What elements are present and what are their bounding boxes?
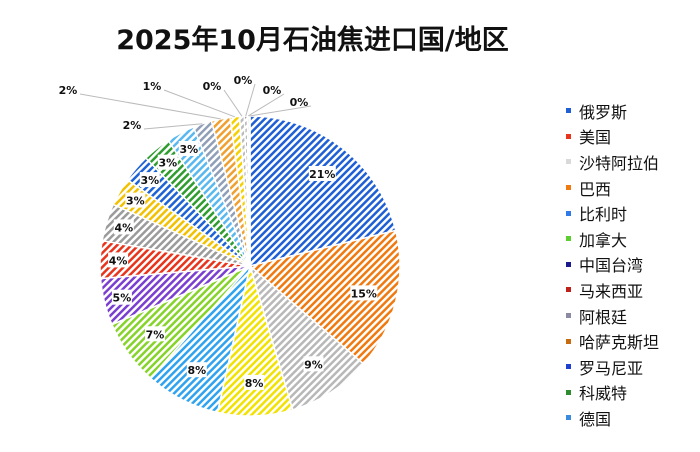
legend-item: 俄罗斯: [566, 98, 659, 124]
legend-swatch: [566, 338, 571, 344]
label-background: [145, 326, 165, 342]
legend-swatch: [566, 210, 571, 216]
legend-item: 沙特阿拉伯: [566, 149, 659, 175]
data-label: 4%: [114, 221, 133, 234]
legend-item: 比利时: [566, 200, 659, 226]
data-label: 8%: [187, 364, 206, 377]
data-label: 9%: [304, 358, 323, 371]
label-background: [139, 172, 160, 188]
data-label: 2%: [123, 119, 142, 132]
legend-item: 美国: [566, 124, 659, 150]
pie-slice: [248, 229, 401, 366]
legend-swatch: [566, 133, 571, 139]
legend-swatch: [566, 108, 571, 114]
legend-item: 马来西亚: [566, 277, 659, 303]
legend-item: 罗马尼亚: [566, 354, 659, 380]
legend-label: 美国: [579, 128, 612, 148]
legend-label: 巴西: [579, 179, 612, 199]
data-label: 15%: [351, 287, 377, 300]
leader-line: [143, 123, 203, 130]
legend-item: 中国台湾: [566, 252, 659, 278]
label-background: [186, 362, 207, 378]
legend-swatch: [566, 415, 571, 421]
legend-label: 马来西亚: [579, 281, 644, 301]
data-label: 1%: [143, 80, 162, 93]
data-label: 3%: [126, 195, 145, 208]
leader-line: [223, 89, 243, 117]
legend-label: 哈萨克斯坦: [579, 333, 660, 353]
leader-line: [247, 93, 285, 117]
legend-swatch: [566, 313, 571, 319]
data-label: 21%: [309, 168, 335, 181]
data-label: 3%: [140, 174, 159, 187]
label-background: [244, 374, 265, 390]
legend-item: 阿根廷: [566, 303, 659, 329]
label-background: [111, 289, 132, 305]
data-label: 4%: [109, 254, 128, 267]
legend-label: 俄罗斯: [579, 102, 628, 122]
legend-swatch: [566, 364, 571, 370]
pie-slice: [249, 115, 397, 267]
data-label: 7%: [146, 328, 165, 341]
label-background: [350, 285, 378, 301]
data-label: 3%: [179, 143, 198, 156]
pie-slice: [248, 263, 365, 411]
data-label: 2%: [59, 84, 78, 97]
legend-swatch: [566, 287, 571, 293]
legend-swatch: [566, 236, 571, 242]
legend-item: 加拿大: [566, 226, 659, 252]
legend-label: 沙特阿拉伯: [579, 153, 660, 173]
legend-item: 巴西: [566, 175, 659, 201]
label-background: [303, 356, 324, 372]
legend-label: 科威特: [579, 384, 628, 404]
legend-label: 中国台湾: [579, 256, 644, 276]
data-label: 0%: [203, 80, 222, 93]
data-label: 0%: [234, 74, 253, 87]
legend-swatch: [566, 261, 571, 267]
label-background: [108, 252, 129, 268]
data-label: 0%: [290, 96, 309, 109]
legend-label: 德国: [579, 409, 612, 429]
pie-slice: [248, 115, 251, 267]
data-label: 0%: [263, 84, 282, 97]
label-background: [178, 141, 199, 156]
legend-swatch: [566, 389, 571, 395]
data-label: 5%: [113, 292, 132, 305]
legend-label: 罗马尼亚: [579, 358, 644, 378]
leader-line: [79, 93, 221, 120]
data-label: 8%: [245, 377, 264, 390]
legend-item: 科威特: [566, 380, 659, 406]
legend-item: 哈萨克斯坦: [566, 328, 659, 354]
data-label: 3%: [158, 157, 177, 170]
label-background: [157, 154, 178, 170]
leader-line: [245, 83, 256, 117]
leader-line: [249, 105, 312, 117]
leader-line: [163, 89, 235, 118]
legend-swatch: [566, 185, 571, 191]
label-background: [125, 192, 146, 208]
chart-title: 2025年10月石油焦进口国/地区: [116, 25, 509, 56]
legend: 俄罗斯美国沙特阿拉伯巴西比利时加拿大中国台湾马来西亚阿根廷哈萨克斯坦罗马尼亚科威…: [566, 98, 659, 431]
legend-label: 加拿大: [579, 230, 628, 250]
label-background: [308, 166, 336, 181]
label-background: [113, 219, 134, 235]
legend-label: 比利时: [579, 205, 628, 225]
legend-item: 德国: [566, 405, 659, 431]
legend-swatch: [566, 159, 571, 165]
legend-label: 阿根廷: [579, 307, 628, 327]
